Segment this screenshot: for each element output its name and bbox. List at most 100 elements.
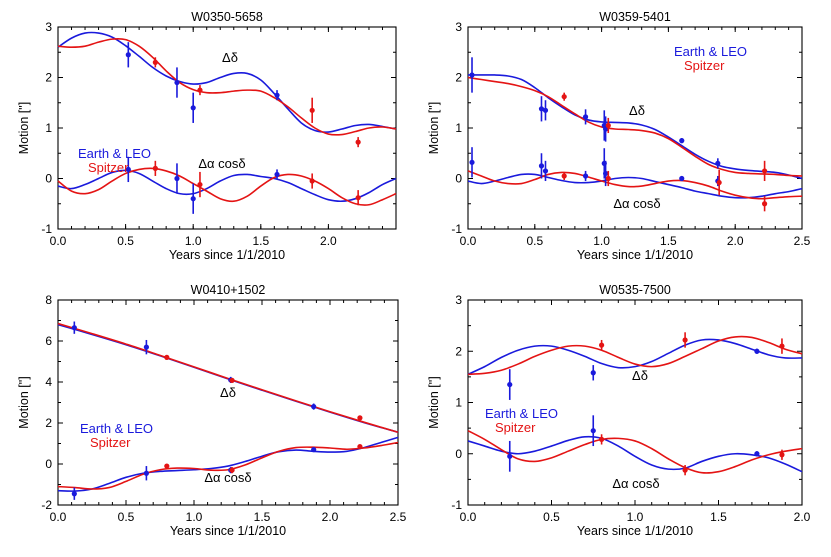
x-tick-label: 1.0 xyxy=(627,510,644,524)
spitzer-data-point xyxy=(682,467,688,473)
y-tick-label: 3 xyxy=(45,20,52,34)
legend-spitzer: Spitzer xyxy=(495,420,536,435)
chart-panel-2: W0359-5401 -1 0 1 2 3 0.0 0.5 1.0 1.5 2.0 2.5 Years … xyxy=(427,10,811,262)
y-tick-label: 4 xyxy=(45,375,52,389)
earth-data-point xyxy=(143,344,149,350)
spitzer-data-point xyxy=(605,175,611,182)
earth-data-point xyxy=(469,72,475,78)
earth-data-point xyxy=(590,428,596,434)
y-tick-label: 0 xyxy=(455,447,462,461)
spitzer-data-point xyxy=(605,122,611,129)
spitzer-ra-curve xyxy=(57,167,397,206)
earth-data-point xyxy=(71,325,77,331)
earth-data-point xyxy=(507,453,513,459)
earth-data-point xyxy=(311,404,317,410)
earth-data-point xyxy=(125,166,131,173)
y-tick-label: 0 xyxy=(45,457,52,471)
spitzer-data-point xyxy=(152,59,158,65)
plot-frame xyxy=(467,299,803,506)
legend-earth-leo: Earth & LEO xyxy=(80,421,153,436)
earth-data-point xyxy=(174,79,180,86)
x-tick-label: 0.5 xyxy=(117,234,134,248)
x-tick-label: 0.5 xyxy=(118,510,135,524)
earth-data-point xyxy=(274,92,280,98)
annotation-label: Δα cosδ xyxy=(204,470,251,485)
spitzer-dec-curve xyxy=(57,322,399,433)
earth-data-point xyxy=(679,175,685,182)
y-axis-label: Motion ["] xyxy=(17,102,31,154)
earth-data-point xyxy=(542,168,549,174)
y-axis-label: Motion ["] xyxy=(427,102,441,154)
annotation-label: Δδ xyxy=(632,368,648,383)
spitzer-data-point xyxy=(309,178,315,184)
y-tick-label: 8 xyxy=(45,293,52,307)
x-tick-label: 1.5 xyxy=(254,510,271,524)
x-tick-label: 0.0 xyxy=(460,234,477,248)
annotation-label: Δδ xyxy=(629,103,645,118)
earth-data-point xyxy=(590,370,596,376)
x-tick-label: 1.0 xyxy=(593,234,610,248)
earth-data-point xyxy=(190,196,196,202)
y-tick-label: 3 xyxy=(455,20,462,34)
spitzer-dec-curve xyxy=(467,76,803,177)
y-tick-label: 2 xyxy=(45,416,52,430)
chart-title: W0359-5401 xyxy=(599,10,671,24)
earth-dec-curve xyxy=(57,31,397,133)
earth-data-point xyxy=(71,491,77,497)
spitzer-dec-curve xyxy=(467,335,803,376)
earth-ra-curve xyxy=(57,169,397,203)
earth-data-point xyxy=(715,160,721,166)
spitzer-data-point xyxy=(561,173,567,179)
earth-data-point xyxy=(469,159,475,165)
spitzer-data-point xyxy=(761,201,768,207)
y-tick-label: 6 xyxy=(45,334,52,348)
spitzer-ra-curve xyxy=(57,441,399,490)
earth-data-point xyxy=(174,175,180,182)
x-tick-label: 0.0 xyxy=(50,510,67,524)
earth-data-point xyxy=(274,171,280,178)
spitzer-data-point xyxy=(599,436,605,442)
x-tick-label: 0.0 xyxy=(460,510,477,524)
y-axis-label: Motion ["] xyxy=(427,376,441,428)
legend-spitzer: Spitzer xyxy=(684,58,725,73)
y-tick-label: -1 xyxy=(41,222,52,236)
chart-title: W0535-7500 xyxy=(599,283,671,297)
earth-data-point xyxy=(538,163,545,169)
y-tick-label: 1 xyxy=(45,121,52,135)
earth-data-point xyxy=(754,451,760,457)
earth-data-point xyxy=(143,470,149,476)
spitzer-data-point xyxy=(561,94,567,100)
spitzer-data-point xyxy=(779,343,785,349)
y-tick-label: -1 xyxy=(451,498,462,512)
x-tick-label: 1.5 xyxy=(252,234,269,248)
spitzer-data-point xyxy=(197,181,203,188)
chart-title: W0410+1502 xyxy=(191,283,266,297)
x-tick-label: 1.0 xyxy=(185,234,202,248)
x-tick-label: 0.0 xyxy=(50,234,67,248)
spitzer-data-point xyxy=(164,463,170,469)
y-tick-label: 1 xyxy=(455,121,462,135)
legend-earth-leo: Earth & LEO xyxy=(485,406,558,421)
x-tick-label: 1.0 xyxy=(186,510,203,524)
x-axis-label: Years since 1/1/2010 xyxy=(169,248,285,262)
spitzer-data-point xyxy=(229,467,235,473)
spitzer-data-point xyxy=(682,337,688,343)
legend-earth-leo: Earth & LEO xyxy=(78,146,151,161)
earth-data-point xyxy=(754,348,760,354)
earth-ra-curve xyxy=(57,436,399,492)
earth-dec-curve xyxy=(467,74,803,180)
x-tick-label: 0.5 xyxy=(526,234,543,248)
annotation-label: Δα cosδ xyxy=(613,196,660,211)
y-tick-label: -1 xyxy=(451,222,462,236)
y-tick-label: 2 xyxy=(455,71,462,85)
x-tick-label: 1.5 xyxy=(710,510,727,524)
y-tick-label: 0 xyxy=(45,172,52,186)
x-tick-label: 0.5 xyxy=(543,510,560,524)
y-tick-label: 2 xyxy=(45,71,52,85)
spitzer-dec-curve xyxy=(57,37,397,136)
spitzer-data-point xyxy=(164,354,170,360)
earth-data-point xyxy=(542,107,549,113)
y-tick-label: -2 xyxy=(41,498,52,512)
spitzer-data-point xyxy=(152,165,158,171)
